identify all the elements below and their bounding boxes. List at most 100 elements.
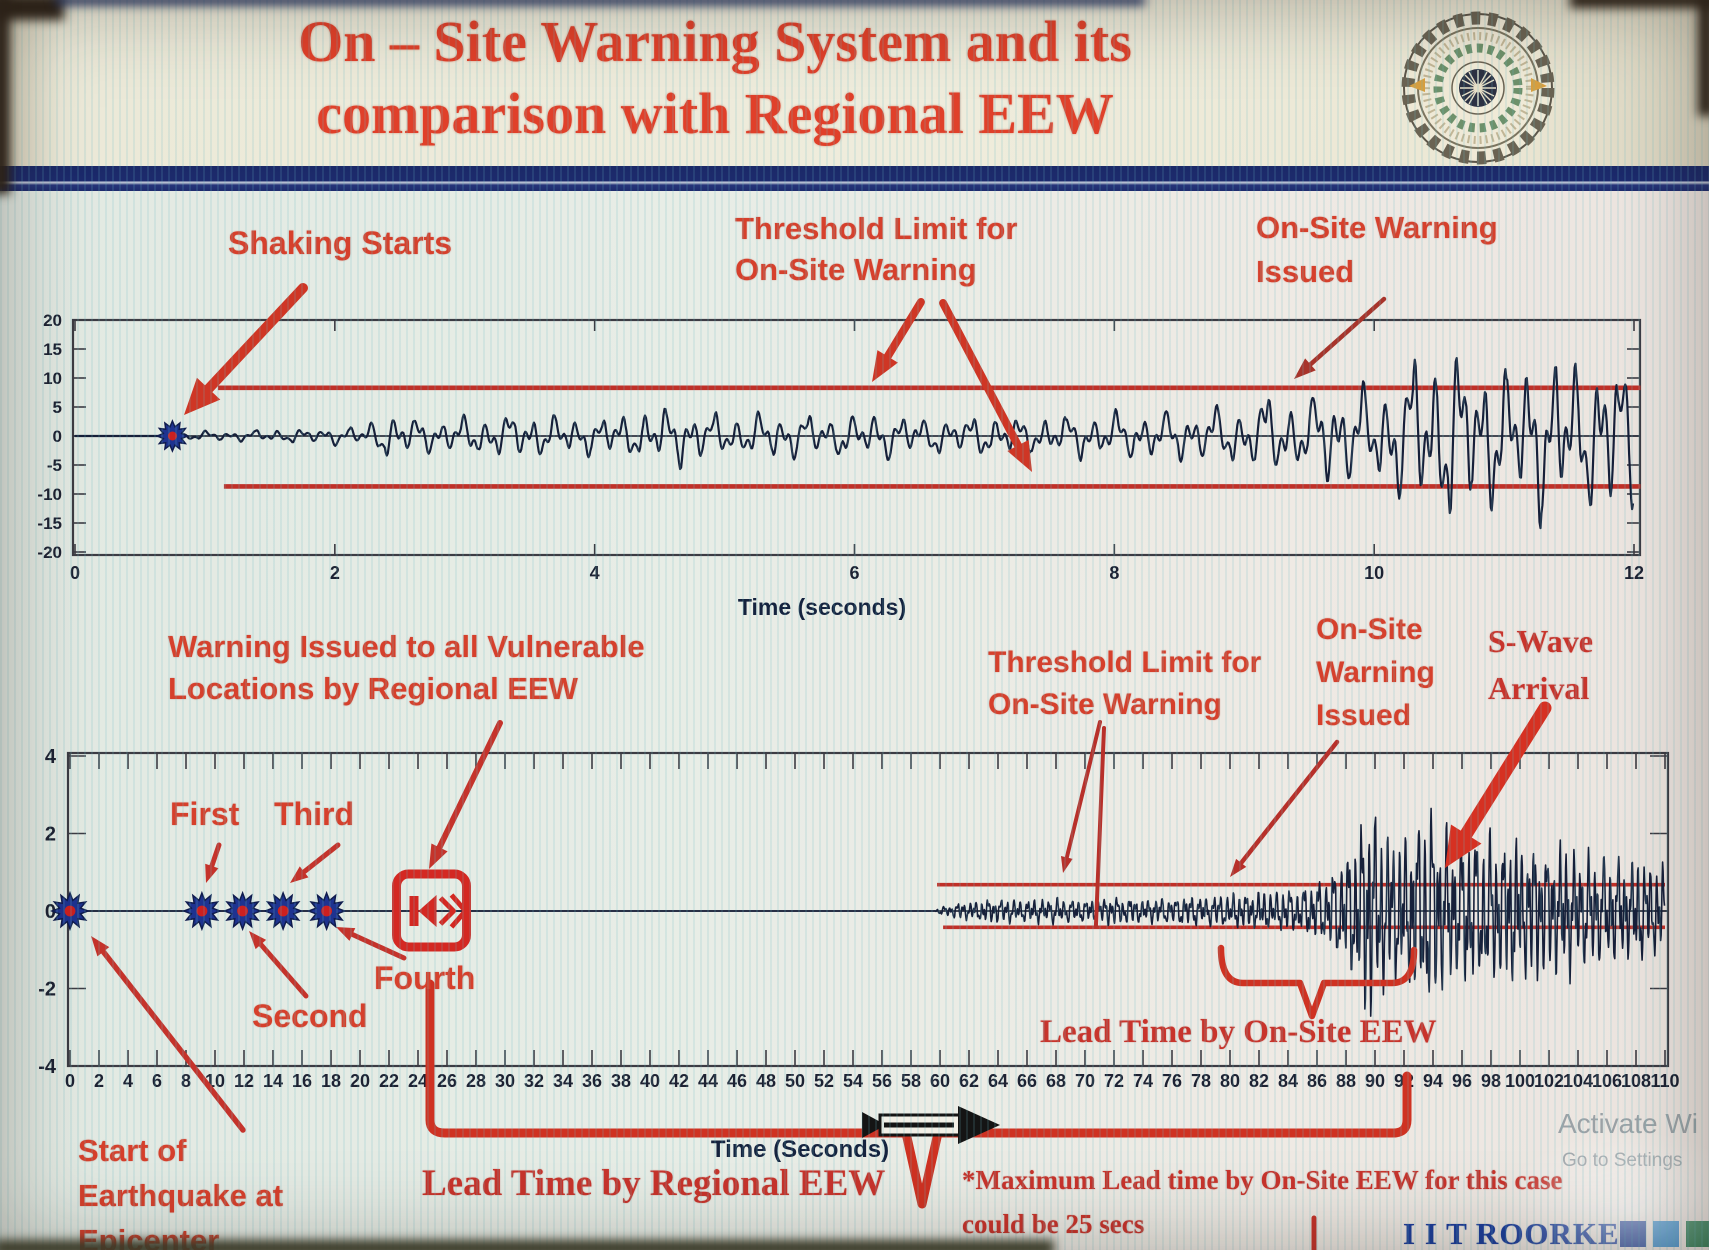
fourth-station-arrow bbox=[348, 931, 407, 961]
star-core bbox=[237, 905, 248, 917]
third-station-arrow-head bbox=[290, 866, 309, 883]
svg-text:20: 20 bbox=[350, 1071, 370, 1091]
threshold-bottom-left-arrow-head bbox=[1060, 856, 1073, 873]
svg-text:38: 38 bbox=[611, 1071, 631, 1091]
svg-text:86: 86 bbox=[1307, 1071, 1327, 1091]
svg-text:44: 44 bbox=[698, 1071, 718, 1091]
annotation-line: Threshold Limit for bbox=[988, 646, 1262, 679]
svg-text:56: 56 bbox=[872, 1071, 892, 1091]
annotation-threshold-limit-top: Threshold Limit for On-Site Warning bbox=[735, 208, 1017, 290]
shaking-starts-arrow bbox=[202, 283, 308, 396]
svg-text:0: 0 bbox=[70, 563, 80, 583]
svg-text:60: 60 bbox=[930, 1071, 950, 1091]
footnote-line2: could be 25 secs bbox=[962, 1209, 1145, 1239]
svg-text:8: 8 bbox=[181, 1071, 191, 1091]
svg-text:78: 78 bbox=[1191, 1071, 1211, 1091]
svg-text:6: 6 bbox=[849, 563, 859, 583]
svg-text:68: 68 bbox=[1046, 1071, 1066, 1091]
s-wave-arrival-arrow bbox=[1458, 701, 1552, 843]
brand-square-2 bbox=[1653, 1221, 1679, 1247]
annotation-fourth: Fourth bbox=[374, 960, 476, 996]
second-station-arrow bbox=[257, 940, 309, 999]
svg-text:0: 0 bbox=[45, 901, 56, 923]
annotation-start-of-earthquake: Start of Earthquake at Epicenter bbox=[78, 1128, 283, 1250]
iit-roorkee-logo bbox=[1401, 11, 1555, 165]
first-station-arrow bbox=[208, 842, 222, 871]
onsite-issued-top-arrow bbox=[1306, 296, 1387, 368]
activate-windows-watermark: Activate Wi bbox=[1558, 1108, 1699, 1139]
svg-text:70: 70 bbox=[1075, 1071, 1095, 1091]
svg-text:10: 10 bbox=[1364, 563, 1384, 583]
svg-text:2: 2 bbox=[94, 1071, 104, 1091]
svg-text:94: 94 bbox=[1423, 1071, 1443, 1091]
svg-text:0: 0 bbox=[53, 427, 62, 446]
svg-text:8: 8 bbox=[1109, 563, 1119, 583]
regional-warning-arrow bbox=[435, 720, 503, 853]
svg-text:48: 48 bbox=[756, 1071, 776, 1091]
svg-text:40: 40 bbox=[640, 1071, 660, 1091]
x-axis-label: Time (Seconds) bbox=[711, 1136, 889, 1163]
svg-text:104: 104 bbox=[1563, 1071, 1593, 1091]
svg-text:18: 18 bbox=[321, 1071, 341, 1091]
annotation-line: Threshold Limit for bbox=[735, 211, 1018, 246]
star-core bbox=[196, 905, 208, 917]
second-station-arrow-head bbox=[249, 931, 267, 950]
svg-text:62: 62 bbox=[959, 1071, 979, 1091]
annotation-line: Issued bbox=[1316, 699, 1412, 732]
annotation-line: On-Site Warning bbox=[1256, 210, 1498, 245]
onsite-issued-bottom-arrow-head bbox=[1230, 858, 1247, 877]
brand-square-1 bbox=[1620, 1221, 1646, 1247]
epicenter-arrow bbox=[99, 947, 246, 1133]
svg-text:52: 52 bbox=[814, 1071, 834, 1091]
svg-text:80: 80 bbox=[1220, 1071, 1240, 1091]
onsite-issued-top-arrow-head bbox=[1294, 358, 1316, 379]
svg-text:108: 108 bbox=[1621, 1071, 1651, 1091]
event-markers bbox=[49, 419, 347, 932]
go-to-settings-watermark: Go to Settings bbox=[1562, 1150, 1683, 1171]
svg-text:102: 102 bbox=[1534, 1071, 1564, 1091]
slide-title: On – Site Warning System and its compari… bbox=[30, 6, 1400, 150]
svg-text:14: 14 bbox=[263, 1071, 283, 1091]
time-axis-arrow-icon bbox=[862, 1106, 1000, 1144]
svg-text:98: 98 bbox=[1481, 1071, 1501, 1091]
annotation-onsite-warning-issued-top: On-Site Warning Issued bbox=[1256, 206, 1498, 294]
svg-text:88: 88 bbox=[1336, 1071, 1356, 1091]
svg-text:34: 34 bbox=[553, 1071, 573, 1091]
svg-text:-4: -4 bbox=[38, 1056, 57, 1078]
svg-text:74: 74 bbox=[1133, 1071, 1153, 1091]
slide-body-background bbox=[0, 191, 1709, 1250]
svg-text:-20: -20 bbox=[37, 543, 62, 562]
svg-text:6: 6 bbox=[152, 1071, 162, 1091]
annotation-arrows bbox=[91, 283, 1552, 1250]
annotation-line: Earthquake at bbox=[78, 1178, 284, 1213]
svg-text:10: 10 bbox=[43, 369, 62, 388]
annotation-third: Third bbox=[274, 796, 354, 832]
annotation-line: Start of bbox=[78, 1133, 187, 1168]
svg-text:82: 82 bbox=[1249, 1071, 1269, 1091]
svg-text:54: 54 bbox=[843, 1071, 863, 1091]
slide-title-line1: On – Site Warning System and its bbox=[298, 9, 1132, 74]
svg-text:20: 20 bbox=[43, 311, 62, 330]
shaking-starts-arrow-head bbox=[184, 377, 221, 415]
svg-text:22: 22 bbox=[379, 1071, 399, 1091]
regional-warning-arrow-head bbox=[429, 843, 448, 869]
annotation-regional-warning: Warning Issued to all Vulnerable Locatio… bbox=[168, 626, 645, 710]
epicenter-arrow-head bbox=[91, 936, 110, 957]
annotation-line: Locations by Regional EEW bbox=[168, 671, 578, 706]
threshold-bottom-right-line bbox=[1093, 726, 1106, 928]
svg-text:90: 90 bbox=[1365, 1071, 1385, 1091]
svg-text:4: 4 bbox=[590, 563, 600, 583]
svg-text:30: 30 bbox=[495, 1071, 515, 1091]
svg-text:26: 26 bbox=[437, 1071, 457, 1091]
annotation-second: Second bbox=[252, 998, 368, 1034]
threshold-top-right-arrow bbox=[939, 299, 1023, 452]
annotation-line: Epicenter bbox=[78, 1223, 220, 1250]
svg-text:4: 4 bbox=[123, 1071, 133, 1091]
star-core bbox=[321, 905, 333, 917]
svg-text:15: 15 bbox=[43, 340, 62, 359]
svg-text:106: 106 bbox=[1592, 1071, 1622, 1091]
svg-text:50: 50 bbox=[785, 1071, 805, 1091]
threshold-bottom-left-arrow bbox=[1064, 720, 1102, 862]
